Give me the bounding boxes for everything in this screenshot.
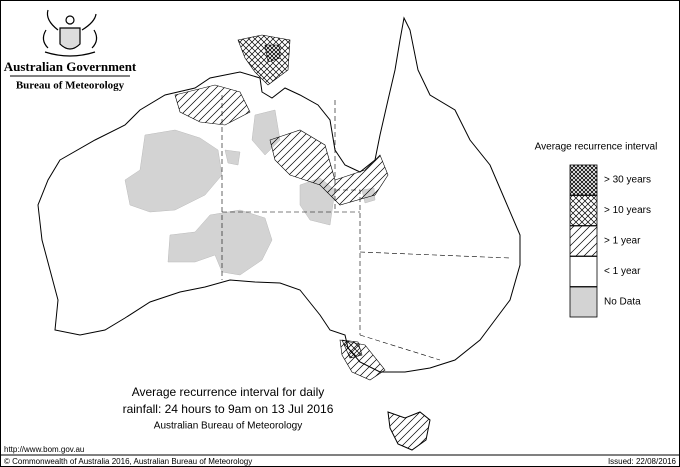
over-30-years-area bbox=[264, 44, 281, 63]
header-subtitle: Bureau of Meteorology bbox=[16, 80, 125, 92]
mainland bbox=[37, 16, 521, 373]
footer-issued: Issued: 22/08/2016 bbox=[608, 457, 677, 466]
footer-url: http://www.bom.gov.au bbox=[4, 445, 84, 454]
legend-title: Average recurrence interval bbox=[535, 142, 658, 153]
legend-swatch bbox=[569, 256, 598, 287]
legend-label: < 1 year bbox=[604, 266, 641, 277]
legend-label: No Data bbox=[604, 297, 641, 308]
over-10-years-area-south bbox=[341, 339, 363, 359]
no-data-areas bbox=[124, 109, 376, 276]
legend-swatch bbox=[569, 225, 598, 257]
legend-swatch bbox=[569, 164, 598, 196]
header-title: Australian Government bbox=[4, 59, 137, 74]
coat-of-arms bbox=[42, 9, 98, 57]
caption-line: Australian Bureau of Meteorology bbox=[154, 421, 302, 432]
state-borders bbox=[221, 95, 511, 361]
caption-line: Average recurrence interval for daily bbox=[132, 385, 325, 399]
footer-copyright: © Commonwealth of Australia 2016, Austra… bbox=[4, 457, 252, 466]
legend-label: > 10 years bbox=[604, 205, 651, 216]
legend-swatch bbox=[569, 195, 598, 226]
tasmania bbox=[387, 411, 431, 451]
legend-label: > 30 years bbox=[604, 175, 651, 186]
legend-label: > 1 year bbox=[604, 236, 641, 247]
caption-line: rainfall: 24 hours to 9am on 13 Jul 2016 bbox=[123, 402, 334, 416]
legend: > 30 years > 10 years > 1 year < 1 year No D… bbox=[569, 164, 651, 318]
legend-swatch bbox=[569, 286, 598, 318]
